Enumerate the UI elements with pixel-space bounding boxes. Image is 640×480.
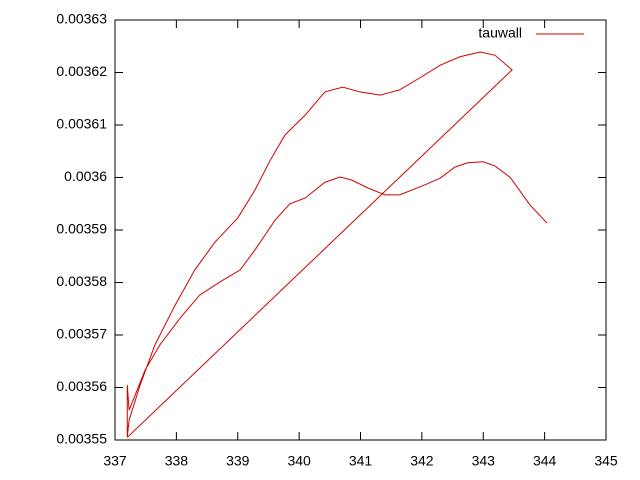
plot-frame [114,19,607,441]
y-tick-label: 0.00361 [56,116,107,132]
y-tick-label: 0.00357 [56,326,107,342]
y-tick-label: 0.00362 [56,63,107,79]
x-tick-label: 342 [410,453,434,469]
y-tick-label: 0.00356 [56,378,107,394]
x-tick-label: 338 [165,453,189,469]
legend-label: tauwall [478,25,522,41]
x-tick-label: 337 [103,453,127,469]
x-tick-label: 341 [349,453,373,469]
x-tick-label: 344 [533,453,557,469]
x-tick-label: 345 [594,453,618,469]
y-tick-label: 0.00363 [56,11,107,27]
y-tick-label: 0.0036 [64,168,107,184]
y-tick-label: 0.00355 [56,431,107,447]
x-tick-label: 339 [226,453,250,469]
y-tick-label: 0.00358 [56,273,107,289]
x-tick-label: 343 [472,453,496,469]
y-tick-label: 0.00359 [56,221,107,237]
series-line [126,51,548,438]
x-tick-label: 340 [287,453,311,469]
